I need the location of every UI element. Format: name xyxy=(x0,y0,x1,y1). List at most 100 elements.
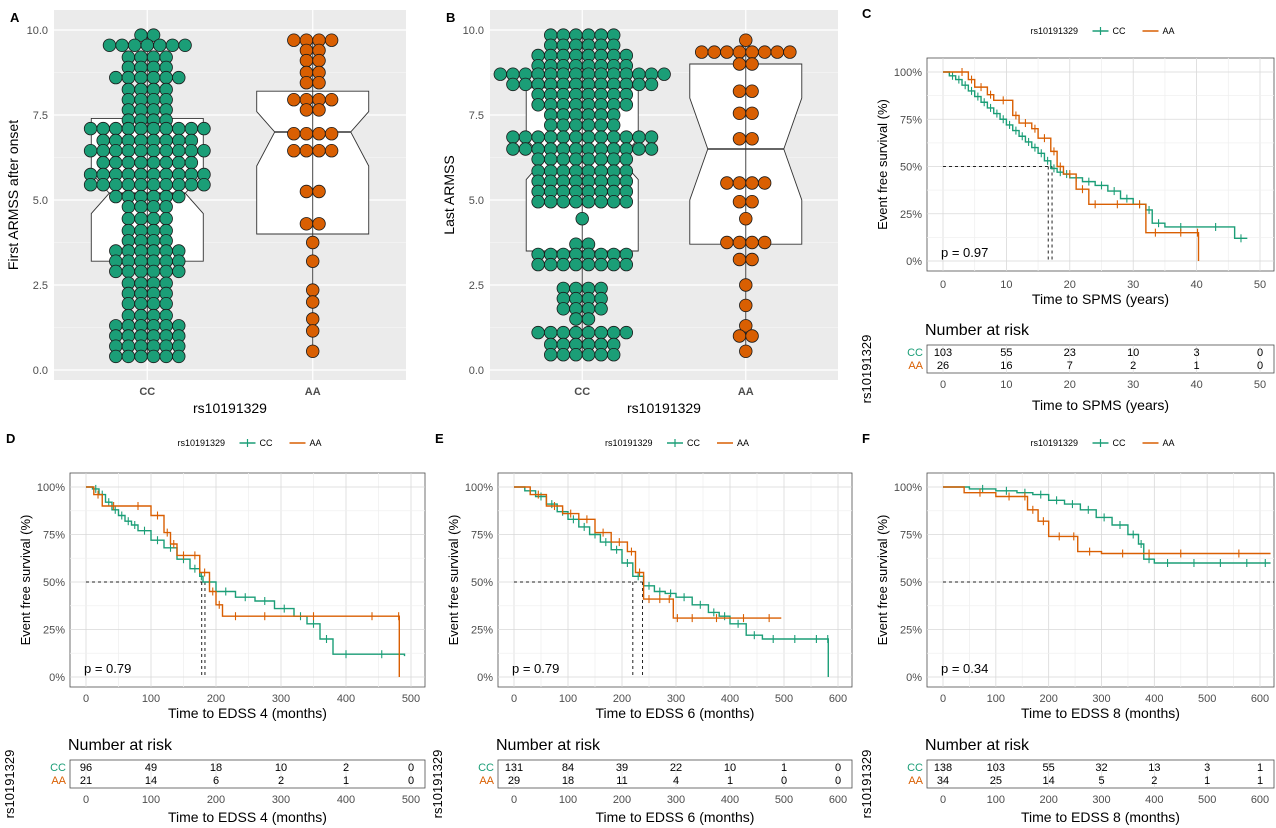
data-point-cc xyxy=(159,297,173,311)
data-point-cc xyxy=(594,325,608,340)
data-point-aa xyxy=(306,344,320,359)
data-point-aa xyxy=(732,235,747,250)
x-axis-label: rs10191329 xyxy=(627,400,701,416)
x-tick-label: AA xyxy=(305,386,321,398)
data-point-aa xyxy=(732,132,747,146)
risk-table-x-tick: 300 xyxy=(1092,794,1110,806)
data-point-aa xyxy=(732,84,747,98)
data-point-cc xyxy=(531,152,545,166)
legend-label-cc: CC xyxy=(687,438,700,448)
y-tick-label: 25% xyxy=(471,625,493,637)
risk-count: 16 xyxy=(1000,360,1012,372)
data-point-aa xyxy=(306,295,320,309)
data-point-cc xyxy=(531,325,545,340)
risk-table-title: Number at risk xyxy=(925,322,1030,339)
data-point-cc xyxy=(172,177,186,192)
data-point-cc xyxy=(178,38,192,53)
y-tick-label: 0% xyxy=(477,672,493,684)
data-point-cc xyxy=(581,194,596,209)
risk-table-ylabel: rs10191329 xyxy=(2,750,17,819)
data-point-aa xyxy=(312,103,326,117)
panel-label: F xyxy=(862,431,870,446)
data-point-cc xyxy=(518,142,533,156)
data-point-cc xyxy=(197,121,211,136)
x-tick-label: 100 xyxy=(142,693,160,705)
survival-curve-cc xyxy=(86,486,406,657)
risk-table-frame xyxy=(926,759,1275,789)
data-point-cc xyxy=(619,130,634,144)
risk-count: 13 xyxy=(1148,762,1160,774)
data-point-cc xyxy=(569,325,583,340)
data-point-aa xyxy=(745,132,759,146)
data-point-aa xyxy=(739,33,753,47)
x-tick-label: CC xyxy=(139,386,155,398)
data-point-cc xyxy=(581,325,596,340)
risk-table-title: Number at risk xyxy=(68,737,173,754)
legend-label-aa: AA xyxy=(737,438,749,448)
risk-count: 21 xyxy=(80,775,92,787)
y-tick-label: 0.0 xyxy=(33,365,48,377)
data-point-cc xyxy=(146,264,161,279)
data-point-cc xyxy=(197,177,211,192)
x-tick-label: 20 xyxy=(1064,279,1076,291)
data-point-cc xyxy=(146,155,161,170)
data-point-cc xyxy=(594,194,608,209)
data-point-aa xyxy=(745,252,759,267)
p-value: p = 0.34 xyxy=(941,661,988,676)
data-point-cc xyxy=(172,189,186,204)
x-tick-label: 200 xyxy=(613,693,631,705)
x-tick-label: 10 xyxy=(1000,279,1012,291)
x-tick-label: 50 xyxy=(1254,279,1266,291)
data-point-cc xyxy=(607,130,621,144)
risk-count: 10 xyxy=(1127,347,1139,359)
data-point-cc xyxy=(518,77,533,92)
data-point-cc xyxy=(172,70,186,85)
panel-label: B xyxy=(446,10,455,25)
data-point-aa xyxy=(324,126,339,141)
risk-count: 49 xyxy=(145,762,157,774)
data-point-cc xyxy=(146,143,161,158)
y-tick-label: 0% xyxy=(906,256,922,268)
x-tick-label: 500 xyxy=(402,693,420,705)
panel-label: C xyxy=(862,6,872,21)
data-point-cc xyxy=(556,152,571,166)
risk-count: 34 xyxy=(937,775,949,787)
legend-label-aa: AA xyxy=(1163,438,1175,448)
data-point-cc xyxy=(165,38,180,53)
data-point-cc xyxy=(134,70,148,85)
data-point-cc xyxy=(594,152,608,166)
data-point-aa xyxy=(739,298,753,313)
data-point-cc xyxy=(159,155,173,170)
risk-table-title: Number at risk xyxy=(925,737,1030,754)
data-point-aa xyxy=(312,217,326,231)
data-point-cc xyxy=(544,257,558,272)
data-point-cc xyxy=(121,121,136,136)
risk-table-x-tick: 500 xyxy=(775,794,793,806)
risk-count: 2 xyxy=(1130,360,1136,372)
y-tick-label: 2.5 xyxy=(469,280,484,292)
risk-count: 3 xyxy=(1194,347,1200,359)
risk-table-ylabel: rs10191329 xyxy=(430,750,445,819)
y-tick-label: 5.0 xyxy=(469,195,484,207)
data-point-cc xyxy=(569,118,583,132)
risk-table-x-tick: 0 xyxy=(940,379,946,391)
data-point-cc xyxy=(619,194,634,209)
data-point-aa xyxy=(287,143,301,158)
risk-table-x-tick: 600 xyxy=(829,794,847,806)
data-point-aa xyxy=(694,45,709,59)
risk-count: 5 xyxy=(1098,775,1104,787)
data-point-cc xyxy=(96,177,110,192)
data-point-aa xyxy=(324,33,339,47)
x-tick-label: 300 xyxy=(667,693,685,705)
risk-table-xlabel: Time to EDSS 4 (months) xyxy=(168,809,327,825)
data-point-cc xyxy=(619,152,634,166)
risk-table-frame xyxy=(926,344,1275,374)
risk-table-x-tick: 0 xyxy=(940,794,946,806)
data-point-cc xyxy=(121,264,136,279)
data-point-cc xyxy=(544,194,558,209)
data-point-cc xyxy=(632,130,646,144)
data-point-aa xyxy=(745,176,759,190)
risk-table-group-cc: CC xyxy=(907,347,923,359)
risk-count: 23 xyxy=(1064,347,1076,359)
data-point-cc xyxy=(644,130,659,144)
